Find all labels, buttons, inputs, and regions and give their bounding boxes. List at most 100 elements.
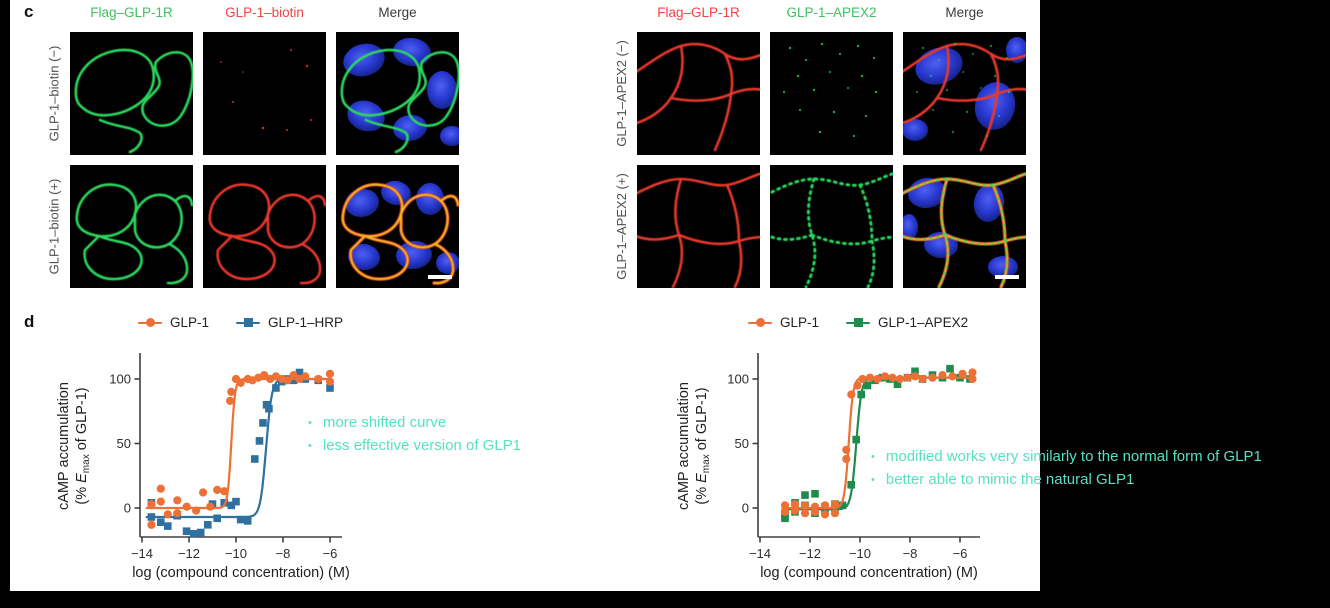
data-point [326,384,334,392]
data-point [830,500,840,509]
data-point [852,435,860,444]
x-tick-label: −8 [903,546,918,561]
x-tick-label: −10 [849,546,871,561]
annotation-left-chart: • more shifted curve • less effective vers… [308,412,521,458]
x-tick-label: −6 [323,546,338,561]
micro-image-apex2-neg-flag [637,32,760,155]
micro-image-biotin-pos-biotin [203,165,326,288]
data-point [272,384,280,392]
x-tick-label: −14 [131,546,153,561]
legend-label: GLP-1–APEX2 [878,315,969,330]
legend-item-glp1: GLP-1 [748,315,819,330]
data-point [800,501,810,510]
micro-image-apex2-neg-merge [903,32,1026,155]
data-point [838,501,847,510]
data-point [156,497,165,506]
legend-marker-circle [748,318,772,328]
data-point [830,509,840,518]
data-point [196,528,205,537]
data-point [204,521,212,529]
data-point [863,381,872,390]
data-point [810,507,820,516]
data-point [289,376,298,385]
legend-label: GLP-1–HRP [268,315,344,330]
data-point [820,501,830,510]
data-point [265,404,273,413]
y-axis-title-line1: cAMP accumulation [56,382,72,510]
data-point [842,445,851,454]
bullet-icon: • [871,451,875,463]
data-point [301,372,310,381]
data-point [858,374,867,384]
header-merge-right: Merge [945,5,984,20]
data-point [811,490,819,498]
data-point [227,501,236,510]
y-tick-label: 0 [124,501,131,516]
row-label-biotin-pos: GLP-1–biotin (+) [46,178,62,275]
y-axis-title-line2: (% Emax of GLP-1) [694,387,712,504]
row-label-biotin-neg: GLP-1–biotin (−) [46,45,62,142]
legend-right-chart: GLP-1 GLP-1–APEX2 [748,315,968,330]
annotation-right-chart: • modified works very similarly to the no… [871,446,1262,492]
data-point [842,454,851,464]
data-point [255,437,264,445]
data-point [226,396,235,405]
data-point [289,371,298,380]
data-point [895,374,905,384]
bullet-icon: • [871,474,875,486]
data-point [800,509,810,518]
panel-c-label: c [24,2,34,21]
data-point [251,455,259,463]
micro-image-apex2-neg-apex2 [770,32,893,155]
legend-marker-square [236,318,261,328]
header-glp1-apex2: GLP-1–APEX2 [786,5,877,20]
data-point [948,372,957,381]
data-point [780,501,790,510]
data-point [888,373,897,382]
data-point [918,374,927,384]
data-point [928,373,937,382]
data-point [173,509,182,518]
legend-marker-square [846,318,871,328]
bullet-icon: • [308,417,312,429]
dose-response-chart-right: 0 50 100 −14 −12 −10 −8 −6 log (compound concent… [676,353,980,581]
fit-curve-GLP-1–HRP [145,377,332,519]
data-point [182,502,191,511]
data-point [314,374,323,384]
legend-item-glp1-apex2: GLP-1–APEX2 [846,315,968,330]
legend-left-chart: GLP-1 GLP-1–HRP [138,315,343,330]
data-point [262,401,271,409]
data-point [232,497,240,506]
data-point [147,520,156,529]
annotation-line: • less effective version of GLP1 [308,435,521,458]
micro-image-biotin-neg-merge [336,32,459,155]
legend-label: GLP-1 [780,315,820,330]
annotation-line: • modified works very similarly to the no… [871,446,1262,469]
x-axis-title: log (compound concentration) (M) [760,565,978,581]
legend-label: GLP-1 [170,315,210,330]
row-label-apex2-pos: GLP-1–APEX2 (+) [613,173,629,280]
data-point [213,514,221,523]
y-tick-label: 50 [735,436,749,451]
data-point [865,373,875,382]
data-point [911,367,919,376]
x-tick-label: −12 [178,546,200,561]
data-point [968,374,977,384]
x-tick-label: −12 [799,546,821,561]
data-point [220,487,229,496]
data-point [182,527,191,535]
scale-bar [995,275,1019,279]
micro-image-biotin-pos-merge [336,165,459,288]
data-point [853,381,862,390]
data-point [192,506,201,515]
y-tick-label: 0 [742,501,749,516]
data-point [157,518,165,526]
header-flag-glp1r-right: Flag–GLP-1R [657,5,740,20]
data-point [946,364,954,373]
data-point [199,488,208,497]
data-point [847,390,856,399]
data-point [189,530,198,538]
micro-image-apex2-pos-merge [903,165,1026,288]
data-point [213,485,222,494]
micro-image-biotin-neg-flag [70,32,193,155]
